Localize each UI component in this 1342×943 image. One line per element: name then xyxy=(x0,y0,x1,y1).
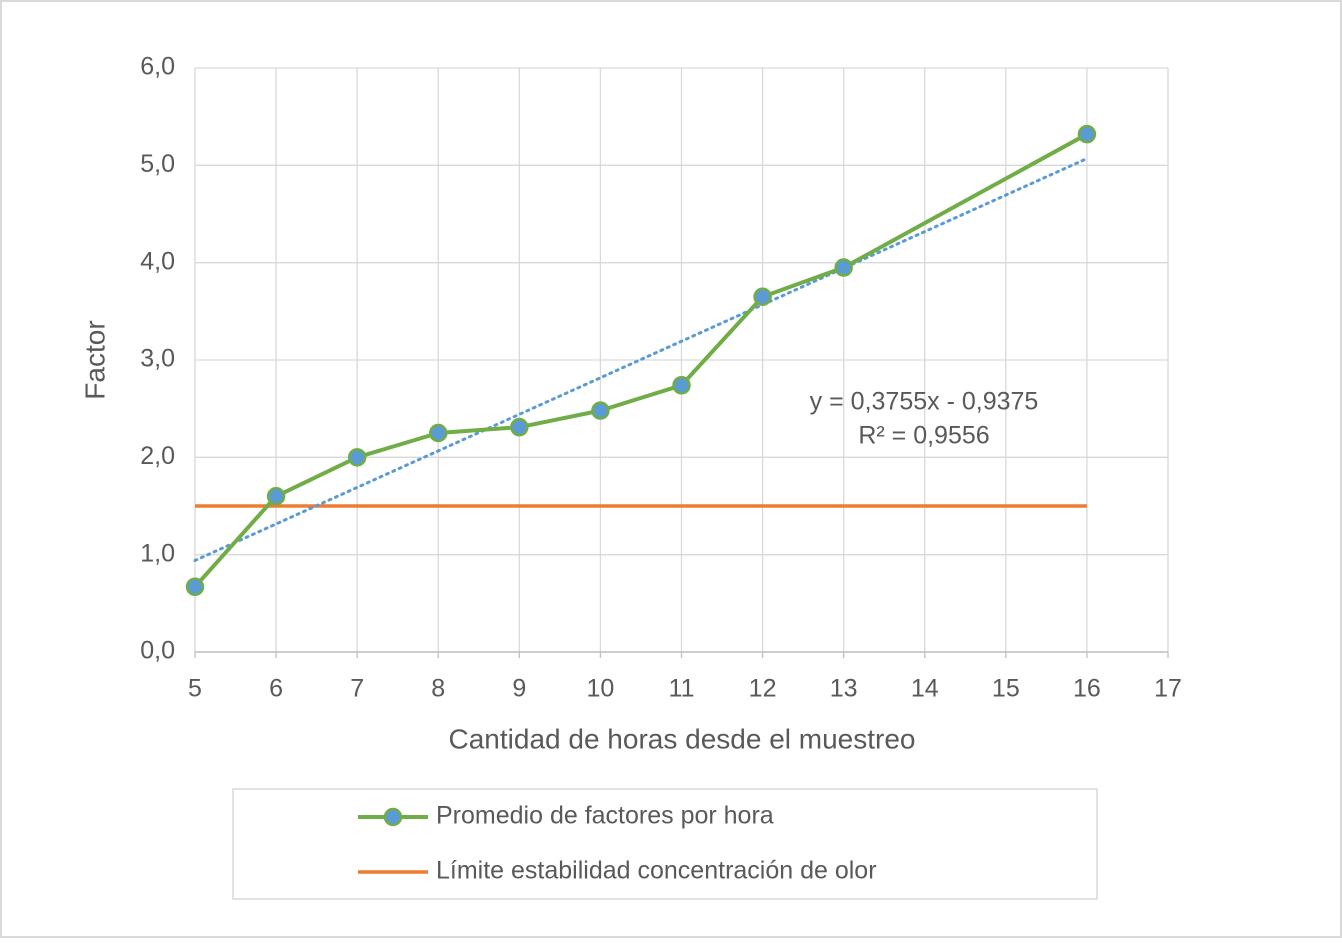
x-tick-label: 7 xyxy=(350,675,364,703)
y-axis-title: Factor xyxy=(79,320,110,399)
x-tick-label: 12 xyxy=(749,675,777,703)
marker xyxy=(591,401,610,420)
marker xyxy=(429,423,448,443)
y-tick-label: 5,0 xyxy=(140,150,175,178)
marker xyxy=(834,258,853,277)
y-tick-label: 3,0 xyxy=(140,345,175,373)
trendline xyxy=(193,157,1089,563)
marker xyxy=(672,376,691,395)
x-tick-label: 17 xyxy=(1154,675,1182,703)
marker xyxy=(185,577,205,597)
legend-marker xyxy=(383,807,403,827)
y-tick-label: 0,0 xyxy=(140,637,175,665)
y-tick-label: 4,0 xyxy=(140,247,175,275)
x-tick-label: 8 xyxy=(431,675,445,703)
y-tick-label: 6,0 xyxy=(140,53,175,81)
x-tick-label: 14 xyxy=(911,675,939,703)
trendline-equation: y = 0,3755x - 0,9375 xyxy=(810,388,1039,416)
marker xyxy=(347,448,367,467)
series-line xyxy=(193,132,1088,589)
x-tick-label: 6 xyxy=(269,675,283,703)
x-tick-label: 10 xyxy=(587,675,615,703)
trendline-equation: R² = 0,9556 xyxy=(858,422,989,450)
x-tick-label: 15 xyxy=(992,675,1020,703)
legend-box xyxy=(232,788,1098,900)
x-tick-label: 11 xyxy=(669,675,695,703)
marker xyxy=(510,417,529,437)
x-tick-label: 5 xyxy=(188,675,202,703)
x-tick-label: 16 xyxy=(1073,675,1101,703)
y-tick-label: 1,0 xyxy=(140,539,175,567)
x-tick-label: 9 xyxy=(512,675,526,703)
marker xyxy=(1077,124,1097,144)
x-axis-title: Cantidad de horas desde el muestreo xyxy=(449,723,916,754)
legend-label: Promedio de factores por hora xyxy=(436,802,774,830)
y-tick-label: 2,0 xyxy=(140,442,175,470)
marker xyxy=(266,487,286,506)
marker xyxy=(753,287,772,306)
x-tick-label: 13 xyxy=(830,675,858,703)
legend-label: Límite estabilidad concentración de olor xyxy=(436,857,877,885)
